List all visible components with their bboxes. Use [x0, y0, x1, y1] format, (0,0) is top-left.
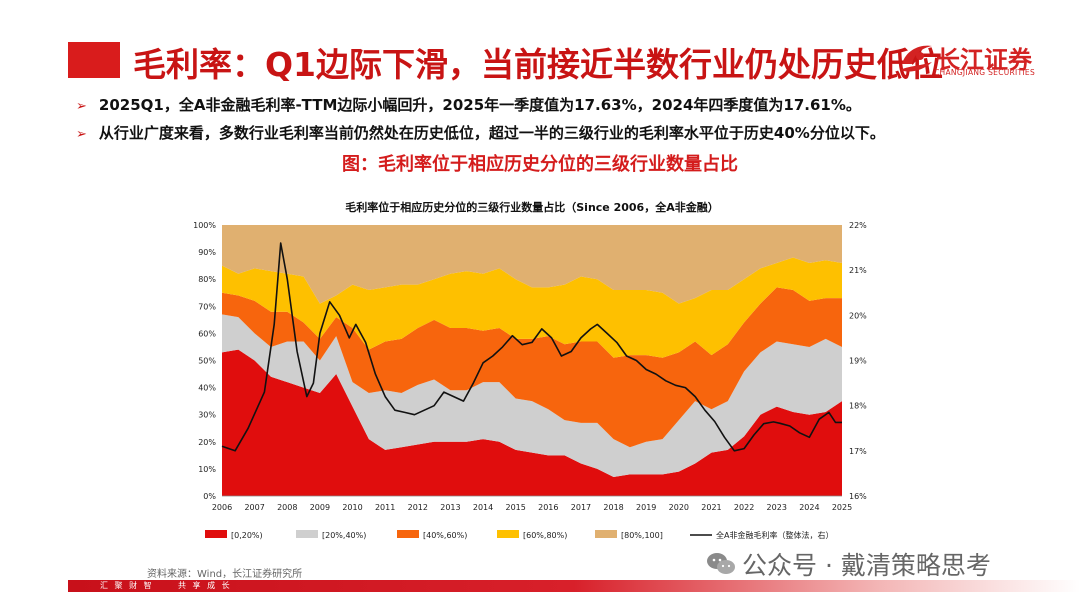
- area-series-1: [222, 314, 842, 478]
- bullet-arrow-icon: ➢: [76, 99, 87, 114]
- x-tick-label: 2020: [669, 503, 689, 512]
- y-right-tick-label: 18%: [849, 402, 867, 411]
- x-tick-label: 2016: [538, 503, 558, 512]
- x-tick-label: 2012: [408, 503, 428, 512]
- x-tick-label: 2022: [734, 503, 754, 512]
- source-note: 资料来源：Wind，长江证券研究所: [147, 569, 303, 580]
- y-left-tick-label: 10%: [198, 465, 216, 474]
- chart-title: 毛利率位于相应历史分位的三级行业数量占比（Since 2006，全A非金融）: [345, 200, 718, 214]
- legend-swatch-1: [296, 530, 318, 538]
- gross-margin-line: [221, 242, 842, 452]
- legend-label-2: [40%,60%): [423, 531, 467, 540]
- legend-swatch-0: [205, 530, 227, 538]
- footer-slogan-right: 共 享 成 长: [178, 581, 232, 590]
- y-left-tick-label: 20%: [198, 438, 216, 447]
- x-tick-label: 2024: [799, 503, 819, 512]
- y-right-tick-label: 17%: [849, 447, 867, 456]
- x-tick-label: 2009: [310, 503, 330, 512]
- x-tick-label: 2010: [342, 503, 362, 512]
- bullet-point-1: ➢ 2025Q1，全A非金融毛利率-TTM边际小幅回升，2025年一季度值为17.…: [76, 94, 861, 115]
- bullet-text-2: 从行业广度来看，多数行业毛利率当前仍然处在历史低位，超过一半的三级行业的毛利率水…: [98, 124, 885, 142]
- legend-swatch-3: [497, 530, 519, 538]
- logo-text-cn: 长江证券: [936, 46, 1032, 74]
- y-left-tick-label: 50%: [198, 357, 216, 366]
- legend-label-0: [0,20%): [231, 531, 263, 540]
- area-series-0: [222, 349, 842, 496]
- y-right-tick-label: 20%: [849, 311, 867, 320]
- logo-mark-icon: [900, 45, 932, 72]
- area-series-3: [222, 257, 842, 358]
- legend-label-1: [20%,40%): [322, 531, 366, 540]
- x-tick-label: 2013: [440, 503, 460, 512]
- company-logo: 长江证券 CHANGJIANG SECURITIES: [898, 40, 1035, 80]
- bullet-point-2: ➢ 从行业广度来看，多数行业毛利率当前仍然处在历史低位，超过一半的三级行业的毛利率…: [76, 122, 885, 143]
- legend-label-5: 全A非金融毛利率（整体法，右）: [716, 530, 833, 540]
- y-right-tick-label: 21%: [849, 266, 867, 275]
- y-left-tick-label: 40%: [198, 384, 216, 393]
- footer-slogan-left: 汇 聚 财 智: [100, 581, 154, 590]
- y-left-tick-label: 30%: [198, 411, 216, 420]
- page-title: 毛利率：Q1边际下滑，当前接近半数行业仍处历史低位: [133, 45, 944, 84]
- legend-label-3: [60%,80%): [523, 531, 567, 540]
- y-left-tick-label: 70%: [198, 302, 216, 311]
- y-right-tick-label: 16%: [849, 492, 867, 501]
- x-tick-label: 2015: [506, 503, 526, 512]
- y-left-tick-label: 80%: [198, 275, 216, 284]
- watermark-text: 公众号 · 戴清策略思考: [742, 551, 991, 580]
- bullet-arrow-icon: ➢: [76, 127, 87, 142]
- y-right-tick-label: 22%: [849, 221, 867, 230]
- x-tick-label: 2025: [832, 503, 852, 512]
- x-tick-label: 2023: [767, 503, 787, 512]
- y-left-tick-label: 0%: [203, 492, 216, 501]
- x-tick-label: 2021: [701, 503, 721, 512]
- x-tick-label: 2008: [277, 503, 297, 512]
- wechat-icon: [707, 553, 735, 574]
- area-series-4: [222, 225, 842, 304]
- area-series-2: [222, 287, 842, 448]
- legend-swatch-4: [595, 530, 617, 538]
- x-tick-label: 2006: [212, 503, 232, 512]
- legend-swatch-2: [397, 530, 419, 538]
- logo-text-en: CHANGJIANG SECURITIES: [934, 68, 1036, 77]
- x-tick-label: 2014: [473, 503, 493, 512]
- x-tick-label: 2007: [244, 503, 264, 512]
- footer-band: [68, 580, 1080, 592]
- y-right-tick-label: 19%: [849, 357, 867, 366]
- y-left-tick-label: 60%: [198, 329, 216, 338]
- bullet-text-1: 2025Q1，全A非金融毛利率-TTM边际小幅回升，2025年一季度值为17.6…: [98, 96, 861, 114]
- x-tick-label: 2011: [375, 503, 395, 512]
- x-tick-label: 2019: [636, 503, 656, 512]
- y-left-tick-label: 100%: [193, 221, 216, 230]
- y-left-tick-label: 90%: [198, 248, 216, 257]
- figure-title: 图：毛利率位于相应历史分位的三级行业数量占比: [342, 154, 738, 175]
- title-accent-bar: [68, 42, 120, 78]
- x-tick-label: 2017: [571, 503, 591, 512]
- legend-label-4: [80%,100]: [621, 531, 663, 540]
- x-tick-label: 2018: [603, 503, 623, 512]
